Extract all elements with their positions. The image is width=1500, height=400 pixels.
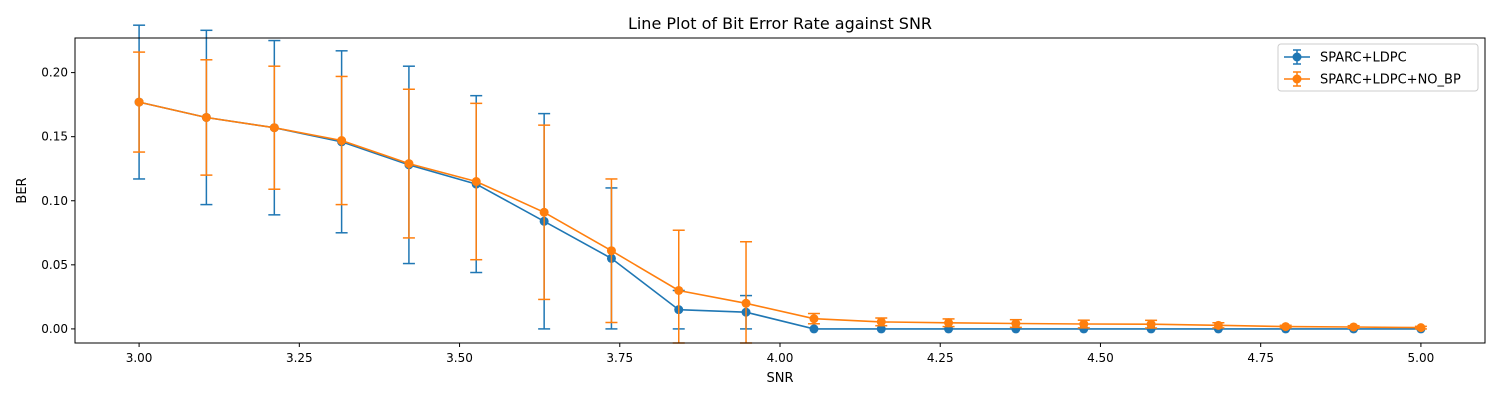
data-point <box>471 177 481 187</box>
data-point <box>1281 322 1291 332</box>
data-point <box>944 318 954 328</box>
y-tick-label: 0.00 <box>41 322 68 336</box>
legend-marker <box>1292 74 1302 84</box>
y-tick-label: 0.20 <box>41 66 68 80</box>
series-line <box>138 101 1421 330</box>
data-point <box>269 123 279 133</box>
series-line <box>138 101 1421 329</box>
legend-entry: SPARC+LDPC <box>1284 49 1407 66</box>
data-point <box>539 207 549 217</box>
legend-label: SPARC+LDPC <box>1320 51 1407 66</box>
y-axis-label: BER <box>15 177 30 203</box>
x-tick-label: 3.50 <box>446 351 473 365</box>
x-tick-label: 4.25 <box>927 351 954 365</box>
series-2 <box>133 51 1427 344</box>
data-point <box>134 97 144 107</box>
y-tick-label: 0.10 <box>41 194 68 208</box>
x-tick-label: 3.25 <box>286 351 313 365</box>
data-point <box>337 136 347 146</box>
data-point <box>809 324 819 334</box>
data-point <box>606 246 616 256</box>
legend-marker <box>1292 52 1302 62</box>
data-point <box>1416 323 1426 333</box>
x-tick-label: 4.50 <box>1087 351 1114 365</box>
data-point <box>741 298 751 308</box>
x-tick-label: 5.00 <box>1408 351 1435 365</box>
x-tick-label: 3.75 <box>606 351 633 365</box>
data-point <box>876 324 886 334</box>
y-tick-label: 0.05 <box>41 258 68 272</box>
plot-area <box>133 24 1427 344</box>
legend-entry: SPARC+LDPC+NO_BP <box>1284 71 1461 88</box>
y-tick-label: 0.15 <box>41 130 68 144</box>
x-axis: 3.00 3.25 3.50 3.75 4.00 4.25 4.50 4.75 5.00 <box>126 343 1435 365</box>
legend-label: SPARC+LDPC+NO_BP <box>1320 73 1461 88</box>
y-axis: 0.00 0.05 0.10 0.15 0.20 <box>41 66 75 336</box>
data-point <box>201 112 211 122</box>
data-point <box>809 314 819 324</box>
x-tick-label: 4.75 <box>1247 351 1274 365</box>
data-point <box>1011 319 1021 329</box>
data-point <box>404 159 414 169</box>
legend: SPARC+LDPC SPARC+LDPC+NO_BP <box>1277 43 1479 92</box>
data-point <box>1146 319 1156 329</box>
x-tick-label: 4.00 <box>767 351 794 365</box>
chart-title: Line Plot of Bit Error Rate against SNR <box>628 14 932 33</box>
data-point <box>876 317 886 327</box>
x-tick-label: 3.00 <box>126 351 153 365</box>
x-axis-label: SNR <box>766 371 793 386</box>
data-point <box>674 285 684 295</box>
data-point <box>1079 319 1089 329</box>
legend-box <box>1277 43 1479 92</box>
data-point <box>1213 320 1223 330</box>
data-point <box>1349 322 1359 332</box>
